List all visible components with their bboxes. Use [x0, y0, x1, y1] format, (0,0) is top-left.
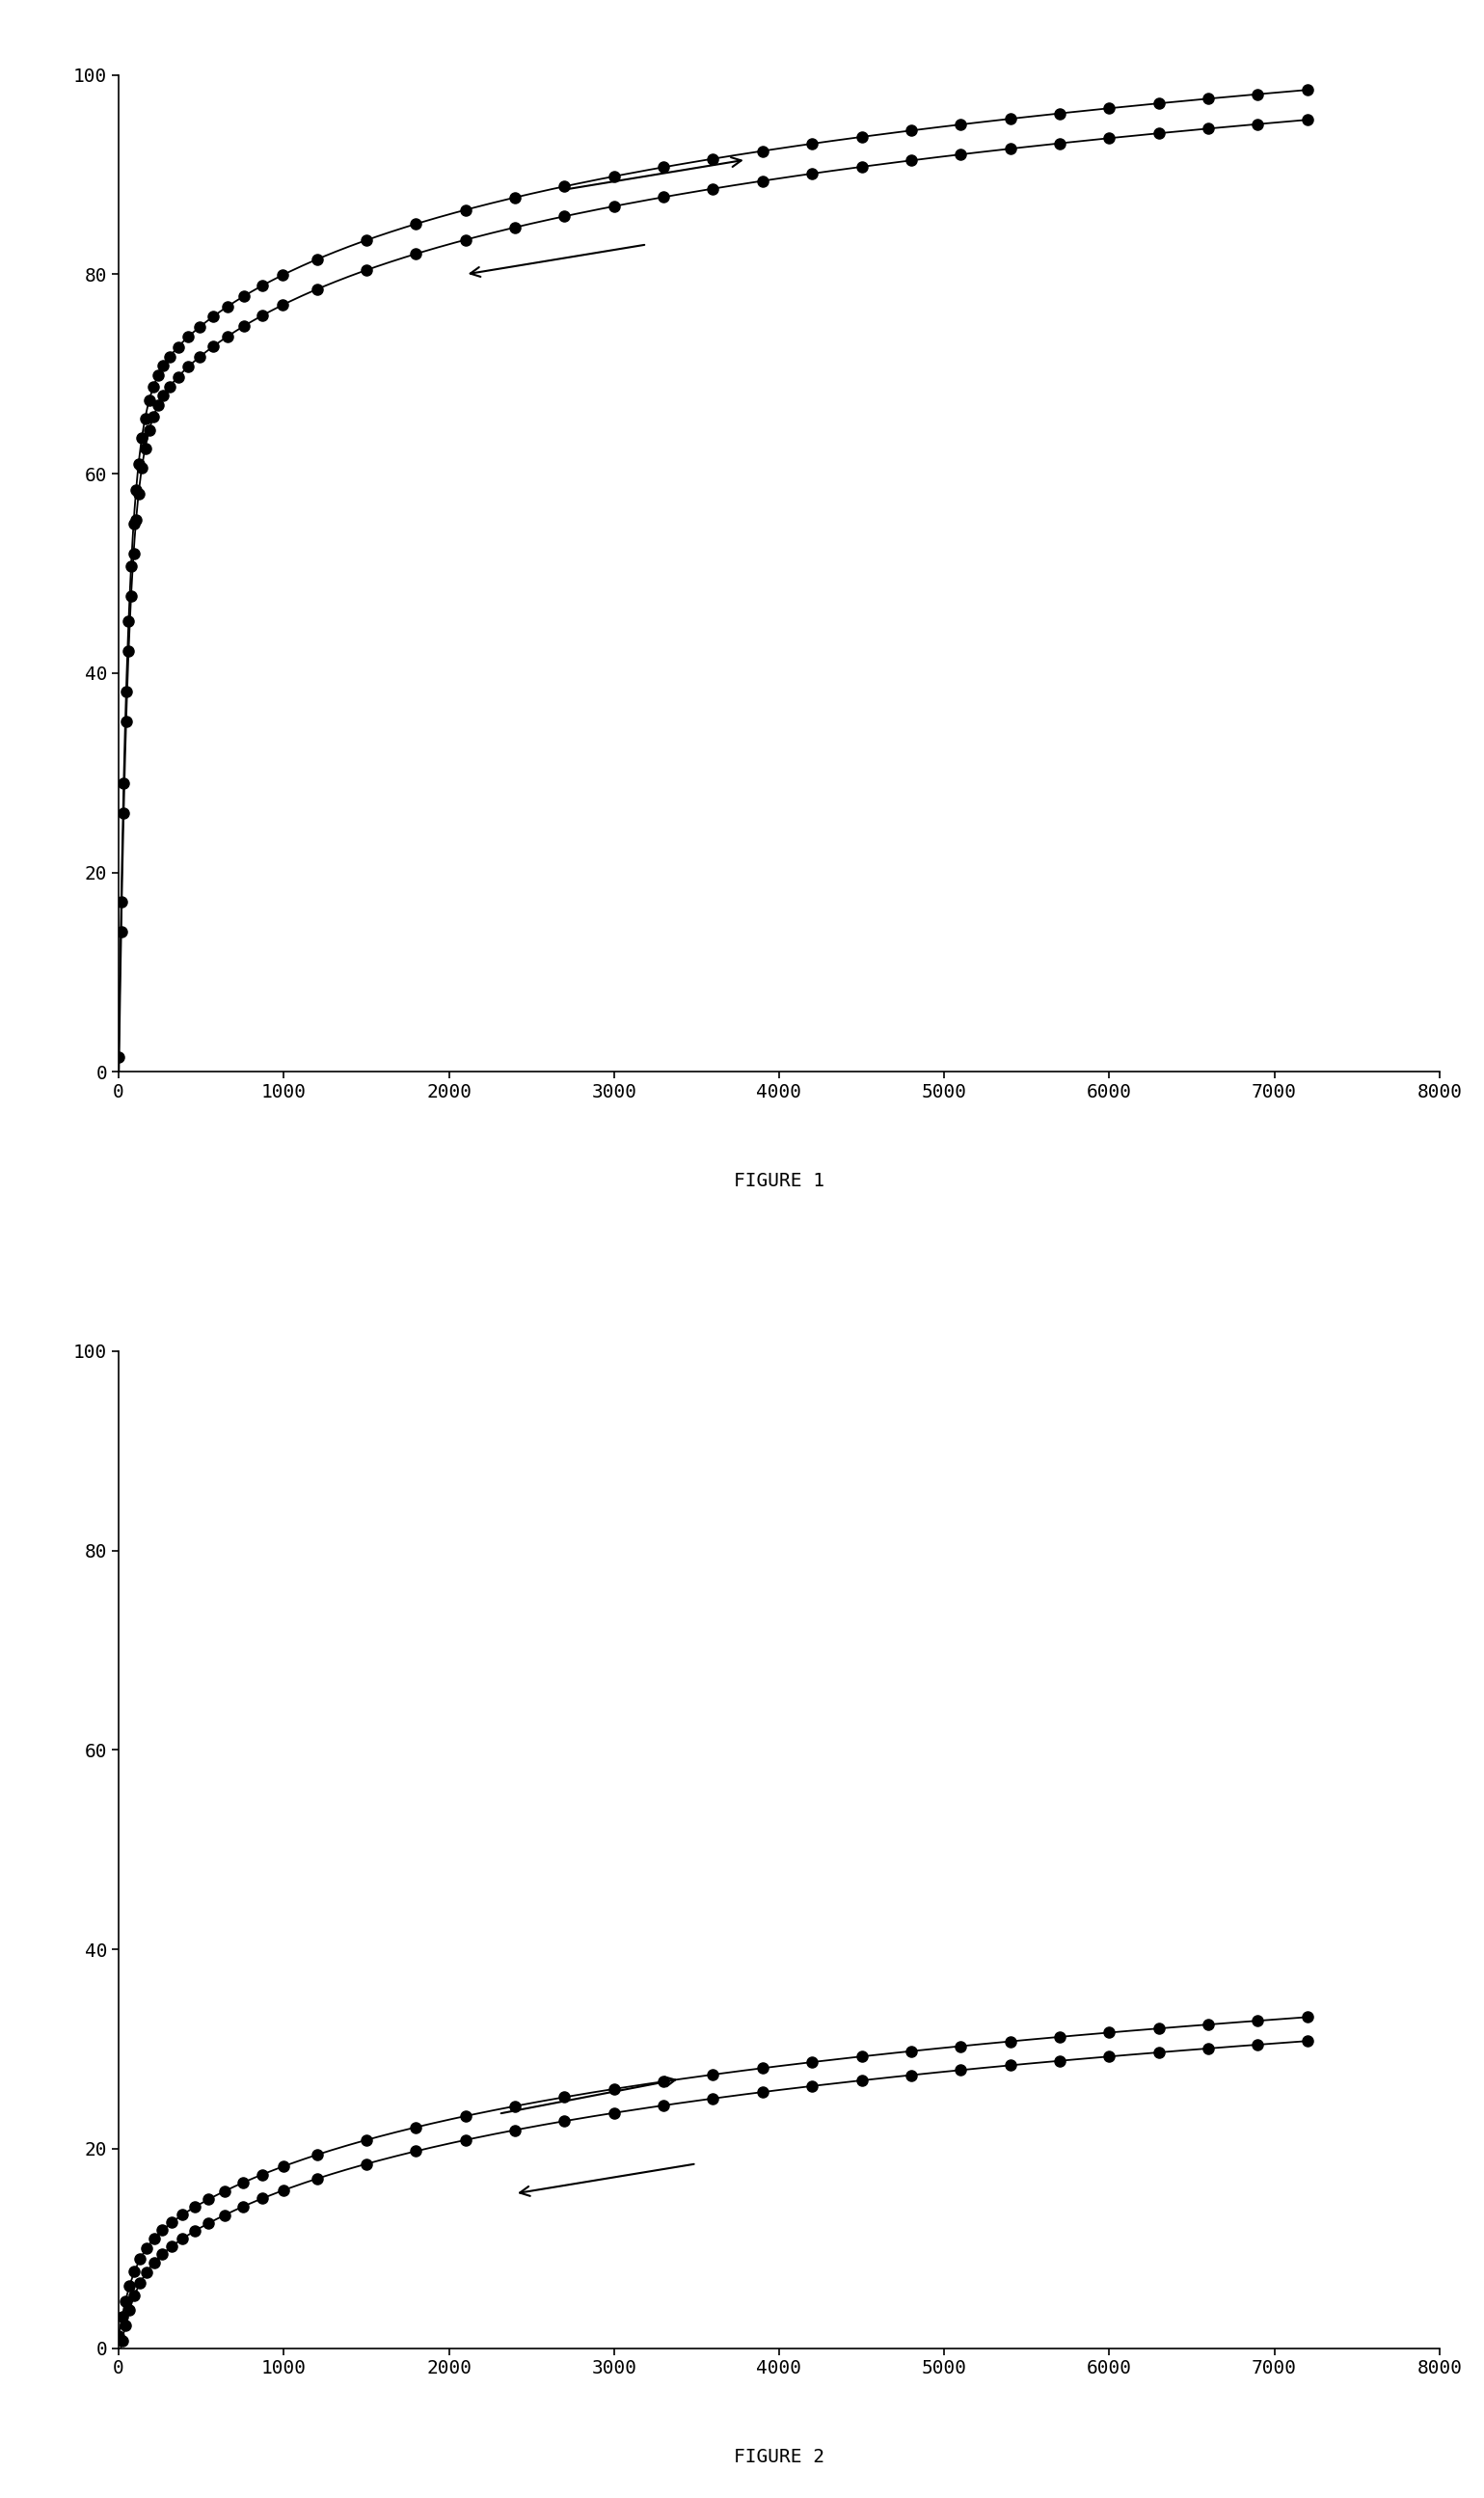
Text: FIGURE 2: FIGURE 2 — [733, 2448, 825, 2466]
Text: FIGURE 1: FIGURE 1 — [733, 1172, 825, 1189]
